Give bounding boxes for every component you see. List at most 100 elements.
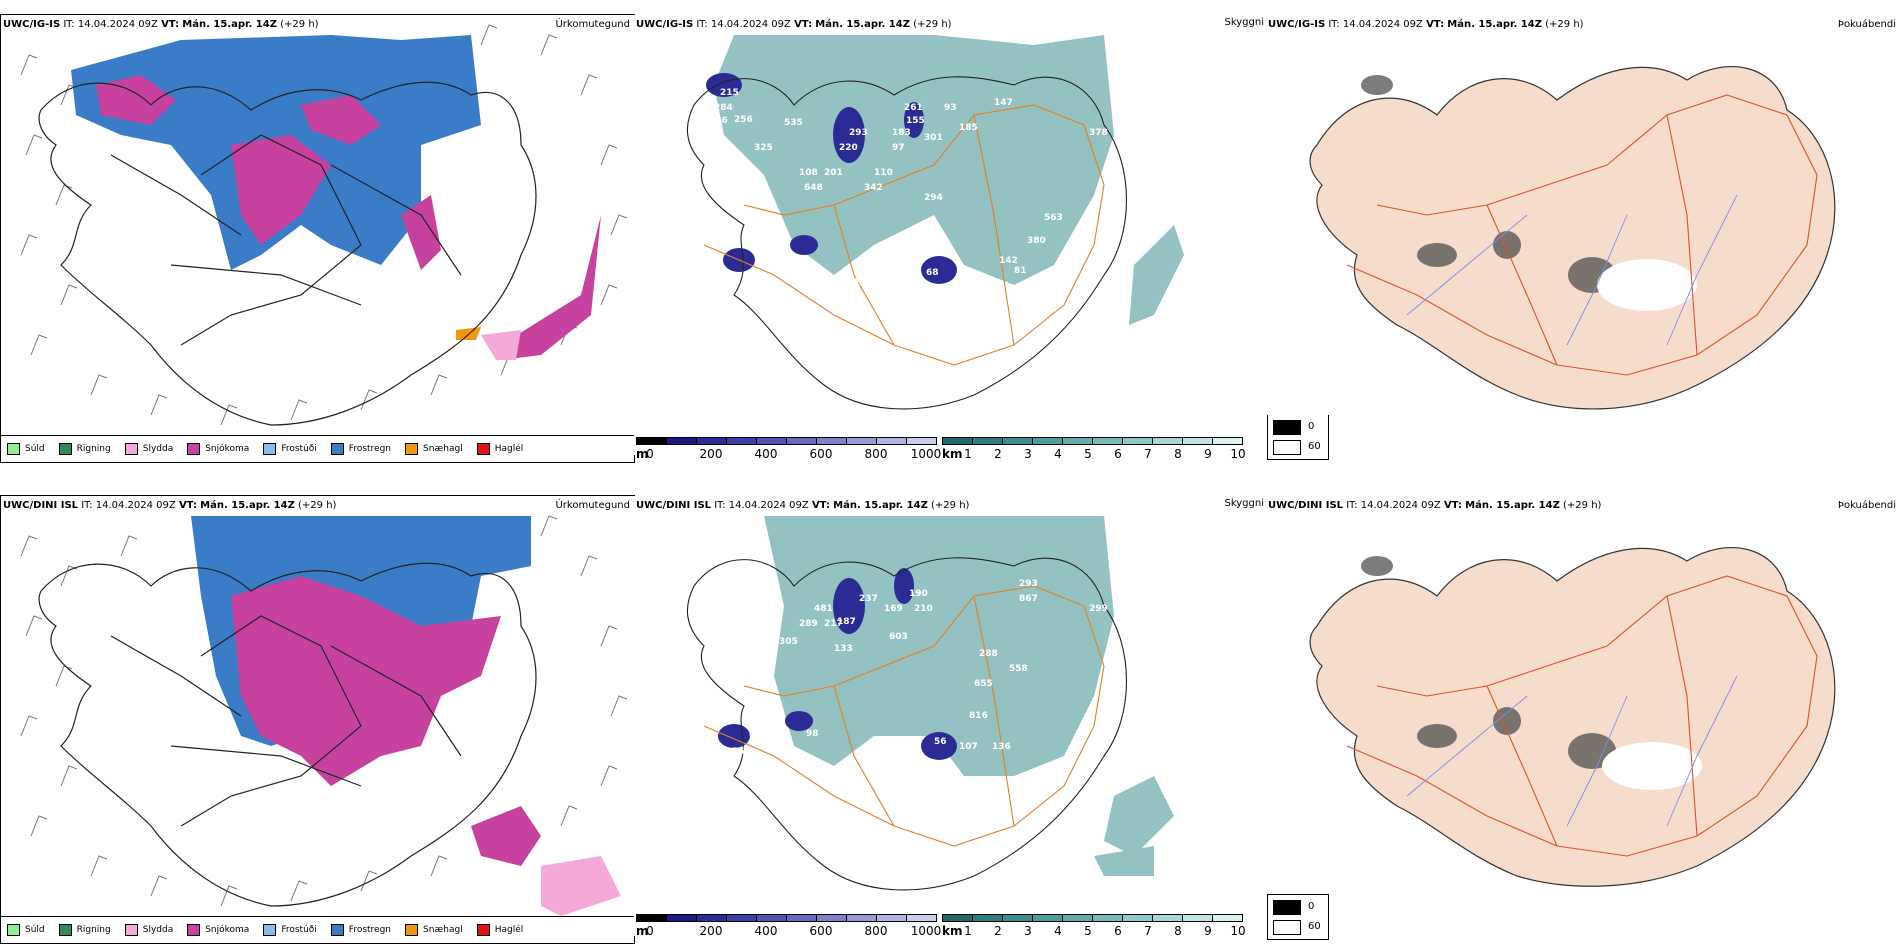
- visibility-colorbar: km 1 2 3 4 5 6 7 8 9 10: [942, 437, 1254, 461]
- fog-legend-row1: 0 60: [1267, 414, 1329, 460]
- vis-label: 294: [924, 193, 943, 203]
- vis-label: 142: [999, 256, 1018, 266]
- fog-panel-row2: UWC/DINI ISL IT: 14.04.2024 09Z VT: Mán.…: [1267, 496, 1900, 894]
- panel-header: UWC/DINI ISL IT: 14.04.2024 09Z VT: Mán.…: [1268, 500, 1602, 511]
- roads: [703, 104, 1105, 366]
- elevation-tick: 0: [646, 447, 654, 461]
- panel-header: UWC/IG-IS IT: 14.04.2024 09Z VT: Mán. 15…: [3, 19, 319, 30]
- visibility-tick: 9: [1204, 447, 1212, 461]
- roads: [1346, 94, 1818, 376]
- legend-item-snjokoma: Snjókoma: [187, 443, 249, 455]
- visibility-tick: 6: [1114, 447, 1122, 461]
- iceland-landmass: [1309, 547, 1836, 887]
- rivers: [1406, 675, 1738, 827]
- vis-label: 237: [859, 594, 878, 604]
- vis-label: 563: [1044, 213, 1063, 223]
- vis-label: 185: [959, 123, 978, 133]
- vis-label: 299: [1089, 604, 1108, 614]
- glaciers: [718, 568, 957, 760]
- visibility-shading: [714, 35, 1184, 325]
- legend-item-frostudi: Frostúði: [263, 443, 317, 455]
- elevation-tick: 1000: [910, 447, 942, 461]
- vis-label: 380: [1027, 236, 1046, 246]
- panel-title: Úrkomutegund: [555, 19, 630, 30]
- elevation-tick: 1000: [910, 924, 942, 938]
- vis-label: 261: [904, 103, 923, 113]
- visibility-unit: km: [942, 447, 963, 461]
- visibility-map-row2: 293 867 299 481 237 169 190 210 289 217 …: [686, 516, 1174, 891]
- vis-label: 293: [1019, 579, 1038, 589]
- vis-label: 325: [754, 143, 773, 153]
- visibility-tick: 10: [1230, 447, 1246, 461]
- visibility-tick: 1: [964, 924, 972, 938]
- iceland-outline: [38, 81, 537, 426]
- fog-legend-light-label: 60: [1308, 921, 1321, 932]
- legend-item-haglel: Haglél: [476, 443, 523, 455]
- legend-item-frostregn: Frostregn: [330, 443, 391, 455]
- vis-label: 93: [944, 103, 957, 113]
- roads: [703, 585, 1105, 847]
- vis-label: 210: [914, 604, 933, 614]
- legend-item-sudl: Súld: [7, 924, 45, 936]
- vis-label: 648: [804, 183, 823, 193]
- panel-header: UWC/DINI ISL IT: 14.04.2024 09Z VT: Mán.…: [3, 500, 337, 511]
- panel-title: Skyggni: [1224, 17, 1264, 28]
- precip-panel-row1: UWC/IG-IS IT: 14.04.2024 09Z VT: Mán. 15…: [0, 14, 635, 463]
- vis-label: 305: [779, 637, 798, 647]
- vis-label: 361: [1114, 266, 1133, 276]
- vis-label: 95: [886, 246, 899, 256]
- elevation-colorbar: m 0 200 400 600 800 1000: [636, 914, 941, 938]
- panel-header: UWC/IG-IS IT: 14.04.2024 09Z VT: Mán. 15…: [1268, 19, 1584, 30]
- vis-label: 293: [849, 128, 868, 138]
- vis-label: 107: [959, 742, 978, 752]
- vis-label: 110: [874, 168, 893, 178]
- wind-barbs: [20, 515, 628, 907]
- iceland-outline: [686, 76, 1128, 410]
- vis-value-labels: 293 867 299 481 237 169 190 210 289 217 …: [732, 579, 1157, 757]
- vis-label: 288: [979, 649, 998, 659]
- legend-item-sudl: Súld: [7, 443, 45, 455]
- fog-white-area: [1597, 259, 1697, 311]
- elevation-unit: m: [636, 924, 649, 938]
- rivers: [1406, 194, 1738, 346]
- fog-legend-light-label: 60: [1308, 441, 1321, 452]
- vis-label: 147: [994, 98, 1013, 108]
- legend-item-frostudi: Frostúði: [263, 924, 317, 936]
- fog-legend-dark-label: 0: [1308, 421, 1315, 432]
- visibility-tick: 8: [1174, 447, 1182, 461]
- visibility-tick: 8: [1174, 924, 1182, 938]
- vis-label: 481: [814, 604, 833, 614]
- precip-legend: Súld Rigning Slydda Snjókoma Frostúði Fr…: [1, 435, 634, 462]
- precip-map-row2: [20, 515, 628, 916]
- vis-label: 183: [892, 128, 911, 138]
- vis-label: 132: [854, 278, 873, 288]
- vis-label: 591: [749, 729, 768, 739]
- vis-label: 378: [1089, 128, 1108, 138]
- vis-label: 239: [754, 651, 773, 661]
- visibility-tick: 3: [1024, 924, 1032, 938]
- visibility-tick: 4: [1054, 924, 1062, 938]
- vis-label: 169: [884, 604, 903, 614]
- panel-title: Þokuábendi: [1837, 500, 1896, 511]
- vis-label: 98: [806, 729, 819, 739]
- iceland-landmass: [1309, 66, 1836, 410]
- vis-label: 867: [1019, 594, 1038, 604]
- wind-barbs: [20, 24, 628, 426]
- fog-map-row2: [1309, 547, 1836, 887]
- fog-dark-patches: [1361, 556, 1616, 769]
- panel-title: Þokuábendi: [1837, 19, 1896, 30]
- vis-value-labels: 215 284 266 256 535 325 293 220 261 155 …: [709, 88, 1133, 288]
- vis-label: 558: [1009, 664, 1028, 674]
- elevation-tick: 400: [754, 447, 778, 461]
- visibility-tick: 5: [1084, 924, 1092, 938]
- vis-label: 133: [834, 644, 853, 654]
- panel-header: UWC/DINI ISL IT: 14.04.2024 09Z VT: Mán.…: [636, 500, 970, 511]
- fog-map-row1: [1309, 66, 1836, 410]
- legend-item-rigning: Rigning: [58, 924, 111, 936]
- elevation-tick: 0: [646, 924, 654, 938]
- vis-label: 155: [906, 116, 925, 126]
- iceland-outline: [686, 557, 1128, 891]
- glaciers: [706, 73, 957, 284]
- vis-label: 39: [1144, 619, 1157, 629]
- legend-item-rigning: Rigning: [58, 443, 111, 455]
